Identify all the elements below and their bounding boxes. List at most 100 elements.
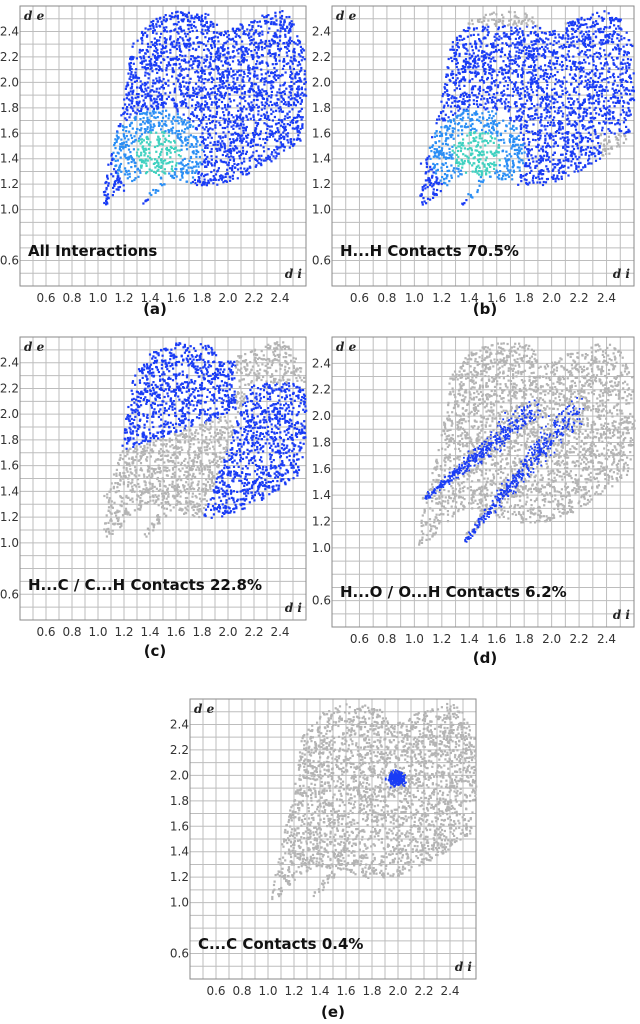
data-point [212, 178, 215, 181]
data-point [219, 142, 222, 145]
data-point [568, 45, 571, 48]
data-point [157, 173, 160, 177]
data-point [220, 145, 223, 148]
data-point [103, 193, 106, 196]
data-point [472, 94, 475, 97]
data-point [113, 144, 116, 147]
data-point [461, 70, 464, 74]
data-point [541, 159, 544, 162]
data-point [250, 138, 253, 141]
data-point [506, 154, 509, 157]
data-point [117, 186, 120, 189]
data-point [156, 95, 159, 98]
data-point [240, 46, 243, 49]
data-point [514, 81, 518, 84]
data-point [117, 152, 120, 155]
data-point [301, 91, 304, 94]
data-point [177, 122, 180, 125]
data-point [209, 23, 212, 26]
data-point [246, 173, 249, 176]
data-point [277, 122, 280, 125]
data-point [545, 159, 548, 162]
data-point [131, 127, 134, 130]
data-point [608, 105, 611, 108]
data-point [477, 18, 480, 21]
data-point [141, 62, 144, 65]
data-point [151, 85, 154, 88]
data-point [214, 53, 217, 56]
data-point [146, 111, 149, 114]
data-point [247, 102, 250, 105]
data-point [215, 110, 219, 113]
data-point [180, 140, 183, 143]
data-point [117, 125, 120, 128]
data-point [584, 61, 587, 64]
data-point [147, 131, 150, 134]
data-point [455, 161, 458, 164]
data-point [162, 16, 166, 19]
data-point [589, 112, 592, 115]
data-point [199, 69, 203, 72]
data-point [560, 85, 563, 88]
data-point [218, 56, 221, 59]
data-point [589, 77, 592, 80]
data-point [543, 141, 546, 144]
data-point [524, 124, 527, 127]
data-point [237, 52, 240, 55]
data-point [112, 186, 115, 189]
data-point [231, 165, 234, 168]
data-point [247, 48, 250, 51]
data-point [255, 46, 258, 49]
data-point [222, 74, 225, 77]
data-point [181, 54, 184, 58]
data-point [173, 16, 176, 19]
data-point [425, 171, 428, 174]
data-point [224, 106, 227, 109]
data-point [191, 16, 194, 20]
data-point [236, 49, 239, 52]
data-point [204, 144, 207, 147]
data-point [156, 105, 159, 108]
data-point [472, 157, 475, 160]
data-point [550, 176, 554, 179]
data-point [190, 104, 194, 107]
data-point [200, 75, 203, 78]
data-point [552, 102, 555, 105]
data-point [133, 135, 136, 138]
data-point [160, 80, 163, 83]
data-point [271, 119, 274, 122]
data-point [134, 111, 137, 114]
data-point [161, 170, 164, 173]
data-point [493, 167, 496, 170]
data-point [481, 25, 484, 28]
data-point [120, 114, 123, 117]
data-point [226, 30, 229, 33]
data-point [183, 131, 186, 134]
data-point [289, 74, 292, 77]
data-point [516, 86, 519, 89]
data-point [292, 101, 296, 104]
data-point [110, 173, 113, 176]
data-point [478, 184, 481, 187]
data-point [136, 154, 139, 157]
point-cloud [102, 10, 308, 206]
data-point [187, 166, 190, 169]
data-point [197, 91, 200, 94]
data-point [537, 173, 540, 176]
data-point [445, 174, 449, 177]
data-point [144, 112, 147, 115]
data-point [139, 138, 142, 141]
data-point [542, 48, 545, 51]
data-point [266, 64, 270, 67]
data-point [557, 109, 560, 112]
data-point [195, 48, 198, 51]
data-point [428, 181, 431, 184]
data-point [629, 77, 633, 80]
data-point [221, 83, 224, 86]
data-point [438, 153, 441, 156]
data-point [557, 159, 560, 162]
data-point [192, 145, 195, 148]
data-point [297, 125, 300, 128]
data-point [209, 150, 212, 153]
data-point [222, 34, 225, 37]
